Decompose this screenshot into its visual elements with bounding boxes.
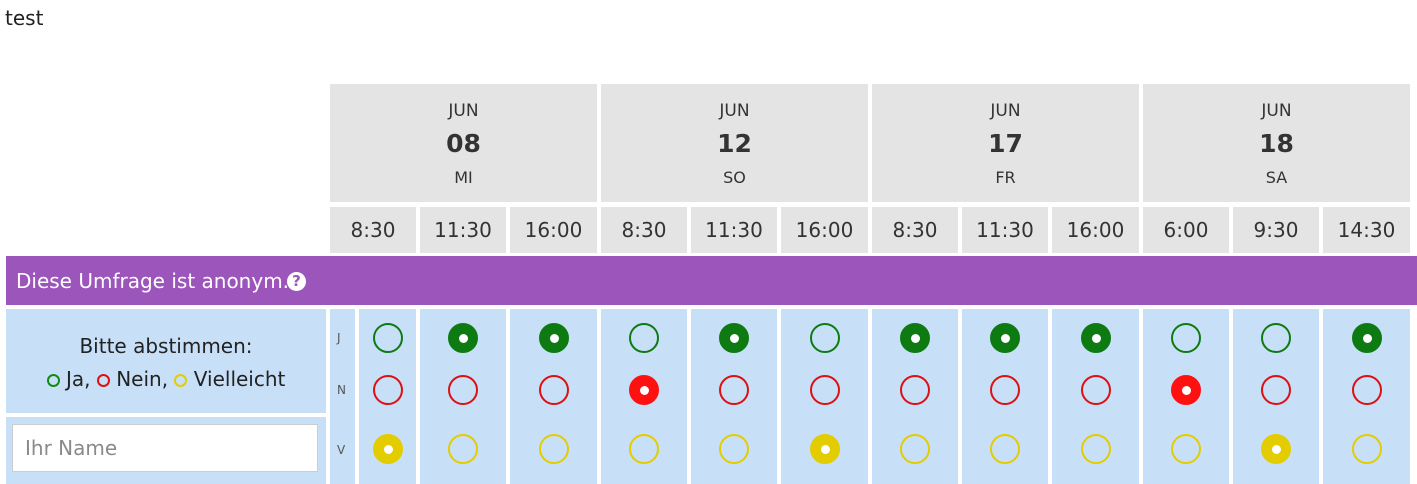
vote-no-radio[interactable] xyxy=(448,375,478,405)
vote-no-radio[interactable] xyxy=(629,375,659,405)
date-weekday: SA xyxy=(1265,168,1288,187)
poll-title: test xyxy=(5,6,44,30)
time-header: 16:00 xyxy=(781,207,868,253)
row-label-maybe: V xyxy=(337,443,346,457)
maybe-circle-icon xyxy=(174,374,188,387)
vote-column xyxy=(359,309,416,484)
vote-column xyxy=(962,309,1048,484)
vote-yes-radio[interactable] xyxy=(719,323,749,353)
vote-yes-radio[interactable] xyxy=(373,323,403,353)
vote-column xyxy=(691,309,777,484)
instructions-heading: Bitte abstimmen: xyxy=(79,334,253,358)
legend-maybe-label: Vielleicht xyxy=(193,367,286,391)
date-header-2: JUN 12 SO xyxy=(601,84,868,202)
vote-yes-radio[interactable] xyxy=(900,323,930,353)
vote-maybe-radio[interactable] xyxy=(448,434,478,464)
date-weekday: SO xyxy=(723,168,746,187)
vote-column xyxy=(510,309,597,484)
time-header: 16:00 xyxy=(510,207,597,253)
vote-maybe-radio[interactable] xyxy=(539,434,569,464)
vote-yes-radio[interactable] xyxy=(810,323,840,353)
date-day: 18 xyxy=(1259,129,1294,158)
vote-yes-radio[interactable] xyxy=(1081,323,1111,353)
date-header-4: JUN 18 SA xyxy=(1143,84,1410,202)
vote-maybe-radio[interactable] xyxy=(1081,434,1111,464)
vote-maybe-radio[interactable] xyxy=(719,434,749,464)
vote-column xyxy=(781,309,868,484)
vote-no-radio[interactable] xyxy=(1261,375,1291,405)
vote-instructions: Bitte abstimmen: Ja, Nein, Vielleicht xyxy=(6,309,326,413)
legend-yes-label: Ja, xyxy=(65,367,91,391)
vote-column xyxy=(1143,309,1229,484)
vote-yes-radio[interactable] xyxy=(448,323,478,353)
date-month: JUN xyxy=(448,101,479,121)
question-circle-icon[interactable]: ? xyxy=(287,272,306,291)
name-cell xyxy=(6,417,326,484)
vote-no-radio[interactable] xyxy=(1171,375,1201,405)
time-header: 8:30 xyxy=(872,207,958,253)
vote-no-radio[interactable] xyxy=(373,375,403,405)
time-header: 11:30 xyxy=(962,207,1048,253)
vote-column xyxy=(1233,309,1319,484)
vote-maybe-radio[interactable] xyxy=(810,434,840,464)
time-header: 11:30 xyxy=(420,207,506,253)
row-label-yes: J xyxy=(337,331,341,345)
vote-maybe-radio[interactable] xyxy=(900,434,930,464)
vote-column xyxy=(420,309,506,484)
vote-yes-radio[interactable] xyxy=(1171,323,1201,353)
time-header: 8:30 xyxy=(330,207,416,253)
time-header: 8:30 xyxy=(601,207,687,253)
vote-no-radio[interactable] xyxy=(539,375,569,405)
vote-no-radio[interactable] xyxy=(719,375,749,405)
anonymous-notice-bar: Diese Umfrage ist anonym. ? xyxy=(6,256,1417,305)
date-weekday: FR xyxy=(995,168,1016,187)
vote-yes-radio[interactable] xyxy=(539,323,569,353)
time-header: 11:30 xyxy=(691,207,777,253)
vote-column xyxy=(872,309,958,484)
vote-no-radio[interactable] xyxy=(900,375,930,405)
vote-column xyxy=(1052,309,1139,484)
vote-no-radio[interactable] xyxy=(1081,375,1111,405)
date-month: JUN xyxy=(990,101,1021,121)
vote-yes-radio[interactable] xyxy=(1261,323,1291,353)
row-label-no: N xyxy=(337,383,346,397)
date-day: 08 xyxy=(446,129,481,158)
vote-no-radio[interactable] xyxy=(810,375,840,405)
vote-maybe-radio[interactable] xyxy=(1171,434,1201,464)
vote-maybe-radio[interactable] xyxy=(1352,434,1382,464)
vote-column xyxy=(1323,309,1410,484)
vote-yes-radio[interactable] xyxy=(629,323,659,353)
legend-no-label: Nein, xyxy=(116,367,169,391)
date-header-3: JUN 17 FR xyxy=(872,84,1139,202)
time-header: 9:30 xyxy=(1233,207,1319,253)
vote-maybe-radio[interactable] xyxy=(990,434,1020,464)
vote-maybe-radio[interactable] xyxy=(373,434,403,464)
no-circle-icon xyxy=(96,374,110,387)
anonymous-notice-text: Diese Umfrage ist anonym. xyxy=(16,269,290,293)
instructions-legend: Ja, Nein, Vielleicht xyxy=(6,367,326,391)
vote-maybe-radio[interactable] xyxy=(1261,434,1291,464)
date-day: 17 xyxy=(988,129,1023,158)
date-day: 12 xyxy=(717,129,752,158)
time-header: 6:00 xyxy=(1143,207,1229,253)
row-labels: J N V xyxy=(330,309,355,484)
vote-no-radio[interactable] xyxy=(990,375,1020,405)
vote-maybe-radio[interactable] xyxy=(629,434,659,464)
yes-circle-icon xyxy=(46,374,60,387)
vote-yes-radio[interactable] xyxy=(1352,323,1382,353)
name-input[interactable] xyxy=(12,424,318,472)
date-month: JUN xyxy=(1261,101,1292,121)
date-month: JUN xyxy=(719,101,750,121)
date-header-1: JUN 08 MI xyxy=(330,84,597,202)
vote-yes-radio[interactable] xyxy=(990,323,1020,353)
time-header: 16:00 xyxy=(1052,207,1139,253)
vote-column xyxy=(601,309,687,484)
vote-no-radio[interactable] xyxy=(1352,375,1382,405)
date-weekday: MI xyxy=(454,168,473,187)
time-header: 14:30 xyxy=(1323,207,1410,253)
